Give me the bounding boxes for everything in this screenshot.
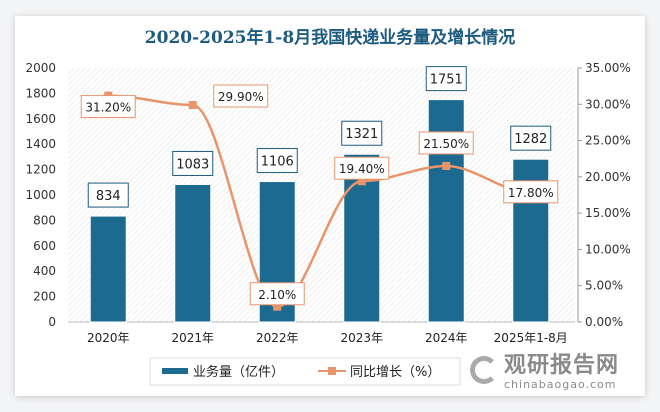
left-tick-label: 400 [33,264,56,278]
x-tick-label: 2020年 [87,331,130,345]
left-tick-label: 600 [33,239,56,253]
legend-bar-label: 业务量（亿件） [193,364,284,380]
x-tick-label: 2024年 [425,331,468,345]
line-label-box [334,156,390,180]
line-data-label: 17.80% [508,186,554,200]
line-data-label: 2.10% [258,288,296,302]
bar-data-label: 1106 [261,155,294,170]
bar-data-label: 1321 [345,127,378,142]
legend-line-marker [328,367,336,375]
right-tick-label: 15.00% [585,206,631,220]
x-tick-label: 2023年 [340,331,383,345]
right-tick-label: 5.00% [585,279,623,293]
line-label-box [249,282,305,306]
left-tick-label: 1800 [25,86,56,100]
line-data-label: 19.40% [339,162,385,176]
bar-data-label: 1751 [430,73,463,88]
line-label-box [418,131,474,155]
right-tick-label: 35.00% [585,61,631,75]
bar-label-box [425,66,467,92]
line-marker [188,101,197,110]
bar-label-box [341,120,383,146]
line-marker [273,302,282,311]
watermark-url: chinabaogao.com [504,378,617,391]
x-tick-label: 2025年1-8月 [494,331,568,345]
line-marker [442,161,451,170]
line-label-box [503,180,559,204]
legend-line-label: 同比增长（%） [350,365,440,380]
bar-data-label: 1083 [176,157,209,172]
plot-area [68,68,575,322]
right-tick-label: 25.00% [585,134,631,148]
bar-data-label: 1282 [514,132,547,147]
line-data-label: 21.50% [423,137,469,151]
left-tick-label: 200 [33,290,56,304]
x-tick-label: 2022年 [256,331,299,345]
right-tick-label: 20.00% [585,170,631,184]
bar-label-box [256,148,298,174]
legend [149,357,461,386]
left-tick-label: 800 [33,213,56,227]
right-tick-label: 0.00% [585,315,623,329]
left-tick-label: 1400 [25,137,56,151]
line-marker [357,177,366,186]
line-label-box [80,95,136,119]
watermark-logo-icon [470,356,498,384]
left-tick-label: 2000 [25,61,56,75]
left-tick-label: 0 [48,315,56,329]
bar-label-box [87,182,129,208]
left-tick-label: 1600 [25,112,56,126]
line-data-label: 29.90% [218,90,264,104]
legend-bar-swatch [162,368,188,374]
bar [174,183,212,323]
right-tick-label: 10.00% [585,242,631,256]
x-tick-label: 2021年 [171,331,214,345]
bar-label-box [172,150,214,176]
left-tick-label: 1000 [25,188,56,202]
bar-data-label: 834 [96,189,121,204]
right-tick-label: 30.00% [585,97,631,111]
line-data-label: 31.20% [85,101,131,115]
chart-title: 2020-2025年1-8月我国快递业务量及增长情况 [145,27,515,48]
left-tick-label: 1200 [25,163,56,177]
bar-label-box [510,125,552,151]
bar [89,215,127,323]
watermark-name: 观研报告网 [504,353,620,378]
line-label-box [213,84,269,108]
